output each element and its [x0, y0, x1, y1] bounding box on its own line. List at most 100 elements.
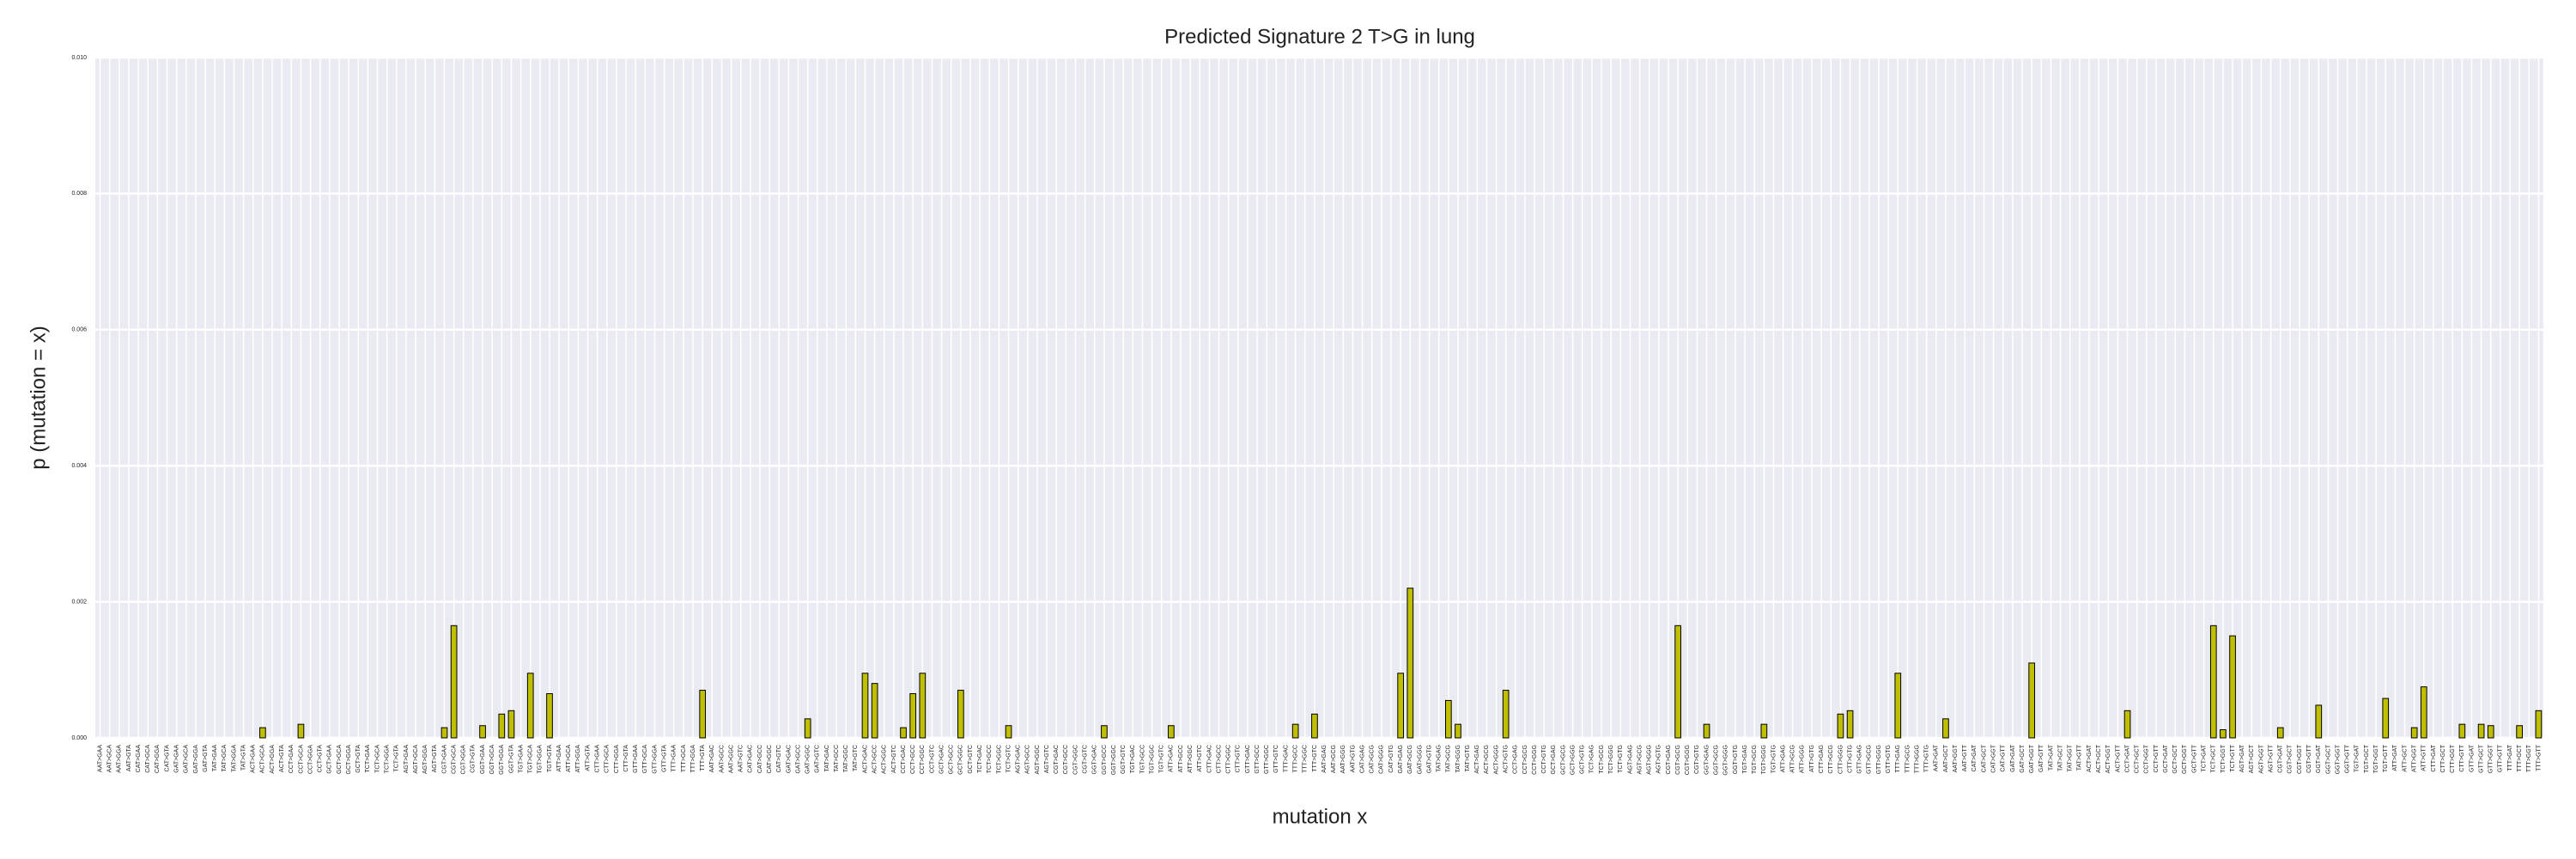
x-tick-label: GTT>GCC: [1255, 745, 1261, 774]
x-tick-label: GGT>GCG: [1714, 745, 1720, 775]
x-tick-label: TGT>GTG: [1771, 745, 1777, 773]
x-tick-label: AGT>GTA: [432, 745, 438, 773]
x-tick-label: GAT>GAG: [1398, 745, 1404, 774]
x-tick-label: AGT>GCA: [413, 745, 419, 774]
x-tick-label: GAT>GTA: [203, 745, 209, 772]
x-tick-label: TCT>GAC: [977, 745, 983, 773]
x-tick-label: CCT>GCT: [2135, 744, 2141, 773]
bar: [450, 624, 458, 739]
x-tick-label: CCT>GCG: [1522, 745, 1528, 774]
x-tick-label: GTT>GAG: [1857, 745, 1863, 774]
x-tick-label: CCT>GTT: [2154, 744, 2160, 772]
x-tick-label: CTT>GCA: [605, 745, 611, 773]
y-axis-label: p (mutation = x): [27, 326, 50, 469]
x-tick-label: TCT>GCC: [987, 745, 993, 773]
x-tick-label: CAT>GTG: [1388, 745, 1394, 773]
x-tick-label: TGT>GCG: [1752, 745, 1758, 774]
x-tick-label: GTT>GGC: [1264, 745, 1270, 774]
x-tick-label: AAT>GGG: [1340, 745, 1346, 774]
x-tick-label: CCT>GGT: [2144, 744, 2150, 773]
x-tick-label: TCT>GTC: [1005, 745, 1012, 772]
x-tick-label: TAT>GGC: [843, 745, 849, 772]
x-tick-label: TGT>GAG: [1742, 745, 1748, 774]
x-tick-label: ACT>GAA: [251, 745, 257, 773]
x-tick-label: ACT>GCT: [2096, 744, 2102, 773]
x-tick-label: AGT>GCG: [1637, 745, 1643, 774]
bar: [1397, 673, 1405, 739]
bar: [2229, 635, 2236, 739]
x-tick-label: TAT>GTG: [1465, 745, 1471, 771]
x-tick-label: GCT>GCC: [949, 745, 955, 774]
x-tick-label: TGT>GCT: [2364, 744, 2370, 773]
x-tick-label: TTT>GGA: [690, 745, 696, 773]
x-tick-label: AAT>GCA: [107, 745, 113, 773]
x-tick-label: GTT>GCG: [1867, 745, 1873, 774]
x-tick-label: GGT>GCA: [489, 745, 495, 775]
x-tick-label: TGT>GAA: [518, 745, 524, 773]
x-tick-label: GAT>GGC: [805, 745, 811, 774]
x-tick-label: AGT>GTC: [1044, 745, 1050, 773]
x-tick-label: CGT>GCA: [451, 745, 457, 774]
x-tick-label: TCT>GGG: [1608, 745, 1614, 774]
x-tick-label: GGT>GAG: [1704, 745, 1710, 775]
x-tick-label: GCT>GAT: [2163, 744, 2169, 772]
x-tick-label: ACT>GGC: [882, 745, 888, 774]
x-tick-label: AAT>GGT: [1953, 744, 1959, 772]
x-tick-label: AGT>GCT: [2249, 744, 2255, 773]
x-tick-label: GAT>GAT: [2010, 744, 2016, 772]
x-tick-label: CCT>GAC: [901, 745, 907, 774]
x-tick-label: TGT>GCC: [1139, 745, 1145, 774]
x-tick-label: AAT>GCT: [1943, 744, 1949, 772]
x-tick-label: GAT>GCT: [2020, 744, 2026, 772]
x-tick-label: GGT>GAA: [480, 745, 486, 774]
x-tick-label: CAT>GTC: [776, 745, 782, 772]
x-tick-label: TGT>GGC: [1149, 745, 1155, 774]
x-tick-label: CCT>GAG: [1513, 745, 1519, 774]
bar: [1291, 723, 1299, 739]
x-tick-label: CAT>GGG: [1379, 745, 1385, 774]
x-tick-label: TTT>GTT: [2536, 744, 2542, 771]
x-tick-label: ATT>GAC: [1169, 745, 1175, 772]
bar: [297, 723, 305, 739]
x-tick-label: CTT>GAG: [1819, 745, 1825, 773]
x-tick-label: GAT>GCA: [184, 745, 190, 773]
x-tick-label: GTT>GTC: [1273, 745, 1279, 773]
x-tick-label: TAT>GTA: [240, 745, 246, 771]
y-tick-label: 0.010: [71, 55, 87, 61]
x-tick-label: TTT>GCC: [1293, 745, 1299, 772]
x-tick-label: CCT>GCC: [910, 745, 916, 774]
x-tick-label: TGT>GAT: [2354, 744, 2360, 772]
bar: [259, 727, 266, 739]
x-tick-label: TTT>GTC: [1312, 745, 1318, 772]
x-tick-label: GGT>GAT: [2316, 744, 2322, 773]
x-tick-label: GAT>GCG: [1407, 745, 1413, 774]
x-tick-label: GCT>GCT: [2172, 744, 2178, 773]
x-tick-label: GTT>GCT: [2478, 744, 2484, 773]
x-tick-label: CCT>GGC: [920, 745, 926, 774]
x-tick-label: TCT>GCA: [374, 745, 380, 773]
x-tick-label: CGT>GCT: [2287, 744, 2293, 773]
x-tick-label: ATT>GGC: [1188, 745, 1194, 773]
x-tick-label: CGT>GAA: [441, 745, 447, 774]
bar: [2028, 662, 2036, 739]
x-tick-label: AGT>GAT: [2239, 744, 2245, 772]
x-tick-label: GGT>GTT: [2345, 744, 2351, 773]
x-tick-label: AAT>GGA: [117, 745, 123, 773]
x-tick-label: GGT>GTC: [1121, 745, 1127, 774]
x-tick-label: AGT>GGA: [422, 745, 428, 774]
x-tick-label: GTT>GTA: [661, 745, 667, 772]
x-tick-label: CGT>GGC: [1072, 745, 1078, 775]
x-tick-label: CAT>GCT: [1981, 744, 1987, 772]
bar: [2220, 728, 2227, 739]
x-axis-label: mutation x: [1273, 805, 1368, 828]
x-tick-label: TAT>GAT: [2048, 744, 2054, 771]
x-tick-label: TAT>GGG: [1455, 745, 1461, 773]
x-tick-label: TGT>GGG: [1761, 745, 1767, 774]
x-tick-label: AAT>GTG: [1350, 745, 1356, 772]
x-tick-label: ATT>GAA: [556, 745, 562, 772]
x-tick-label: CGT>GGG: [1685, 745, 1691, 775]
bar: [2410, 727, 2418, 739]
bar: [1311, 713, 1318, 739]
x-tick-label: CAT>GCC: [757, 745, 763, 773]
x-tick-label: ATT>GGG: [1800, 745, 1806, 773]
